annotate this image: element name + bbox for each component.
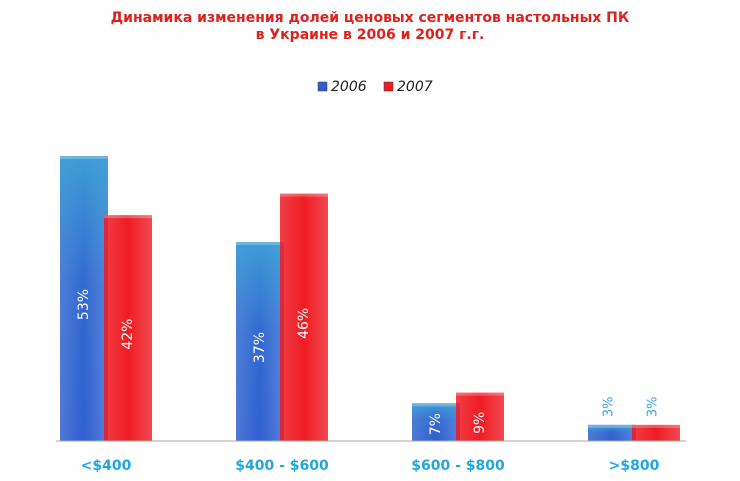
chart-title: Динамика изменения долей ценовых сегмент… (0, 10, 740, 44)
bar-top-2007-3 (632, 424, 680, 428)
legend: 2006 2007 (317, 79, 433, 95)
bar-2007-2 (456, 392, 504, 441)
data-label-2006-1: 37% (252, 332, 268, 363)
bar-2007-1 (280, 193, 328, 441)
legend-label-2006: 2006 (331, 79, 367, 95)
category-label-1: $400 - $600 (235, 458, 329, 474)
legend-label-2007: 2007 (397, 79, 433, 95)
chart-title-line-1: Динамика изменения долей ценовых сегмент… (110, 10, 630, 26)
category-label-0: <$400 (81, 458, 132, 474)
legend-swatch-2007 (383, 81, 394, 92)
bar-top-2006-1 (236, 242, 284, 246)
data-label-2007-1: 46% (296, 308, 312, 339)
data-label-2006-0: 53% (76, 289, 92, 320)
data-label-2006-2: 7% (428, 413, 444, 435)
bar-highlight-2006-2 (412, 403, 460, 441)
bar-top-2006-2 (412, 403, 460, 407)
chart-title-line-2: в Украине в 2006 и 2007 г.г. (255, 27, 485, 43)
bar-highlight-2006-0 (60, 156, 108, 441)
bar-top-2007-1 (280, 193, 328, 197)
legend-swatch-2006 (317, 81, 328, 92)
bar-top-2007-2 (456, 392, 504, 396)
data-label-2007-3: 3% (646, 397, 661, 418)
bar-highlight-2006-1 (236, 242, 284, 441)
category-label-2: $600 - $800 (411, 458, 505, 474)
bar-top-2007-0 (104, 215, 152, 219)
bar-top-2006-3 (588, 424, 636, 428)
bars: 53% 42% 37% 46% 7% 9% 3% 3% (60, 156, 680, 441)
data-label-2007-2: 9% (472, 412, 488, 434)
data-label-2007-0: 42% (120, 319, 136, 350)
x-axis: <$400 $400 - $600 $600 - $800 >$800 (56, 440, 686, 474)
bar-2007-3 (632, 424, 680, 441)
bar-top-2006-0 (60, 156, 108, 159)
bar-highlight-2006-3 (588, 424, 636, 441)
bar-2007-0 (104, 215, 152, 441)
category-label-3: >$800 (609, 458, 660, 474)
data-label-2006-3: 3% (602, 397, 617, 418)
